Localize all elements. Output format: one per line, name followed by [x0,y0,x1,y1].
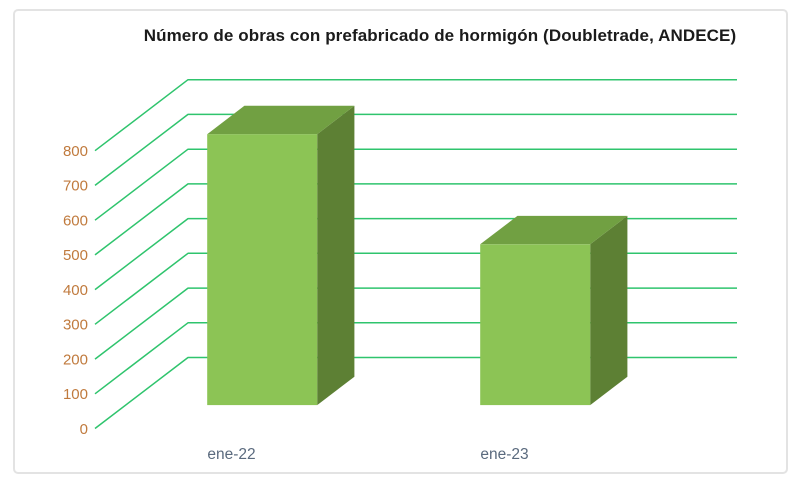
ytick-label-800: 800 [63,143,88,160]
bar-ene-22 [207,134,318,406]
bar-side-ene-22 [317,105,355,406]
chart-title: Número de obras con prefabricado de horm… [143,26,737,45]
gridline-800 [94,78,737,152]
gridline-700 [94,113,737,186]
gridline-200 [94,287,737,360]
ytick-label-200: 200 [63,351,88,368]
chart-frame [13,9,788,474]
gridline-0 [94,356,737,430]
gridline-100 [94,322,737,395]
ytick-label-400: 400 [63,282,88,299]
bar-top-ene-23 [480,215,628,245]
bar-ene-23 [480,244,591,406]
ytick-label-500: 500 [63,247,88,264]
ytick-label-600: 600 [63,213,88,230]
xtick-label-ene-22: ene-22 [207,446,255,463]
ytick-label-0: 0 [80,421,88,438]
bar-side-ene-23 [590,215,628,406]
gridline-500 [94,183,737,256]
ytick-label-300: 300 [63,317,88,334]
bar-top-ene-22 [207,105,355,135]
gridline-600 [94,148,737,221]
ytick-label-100: 100 [63,386,88,403]
ytick-label-700: 700 [63,178,88,195]
gridline-400 [94,217,737,291]
xtick-label-ene-23: ene-23 [480,446,528,463]
